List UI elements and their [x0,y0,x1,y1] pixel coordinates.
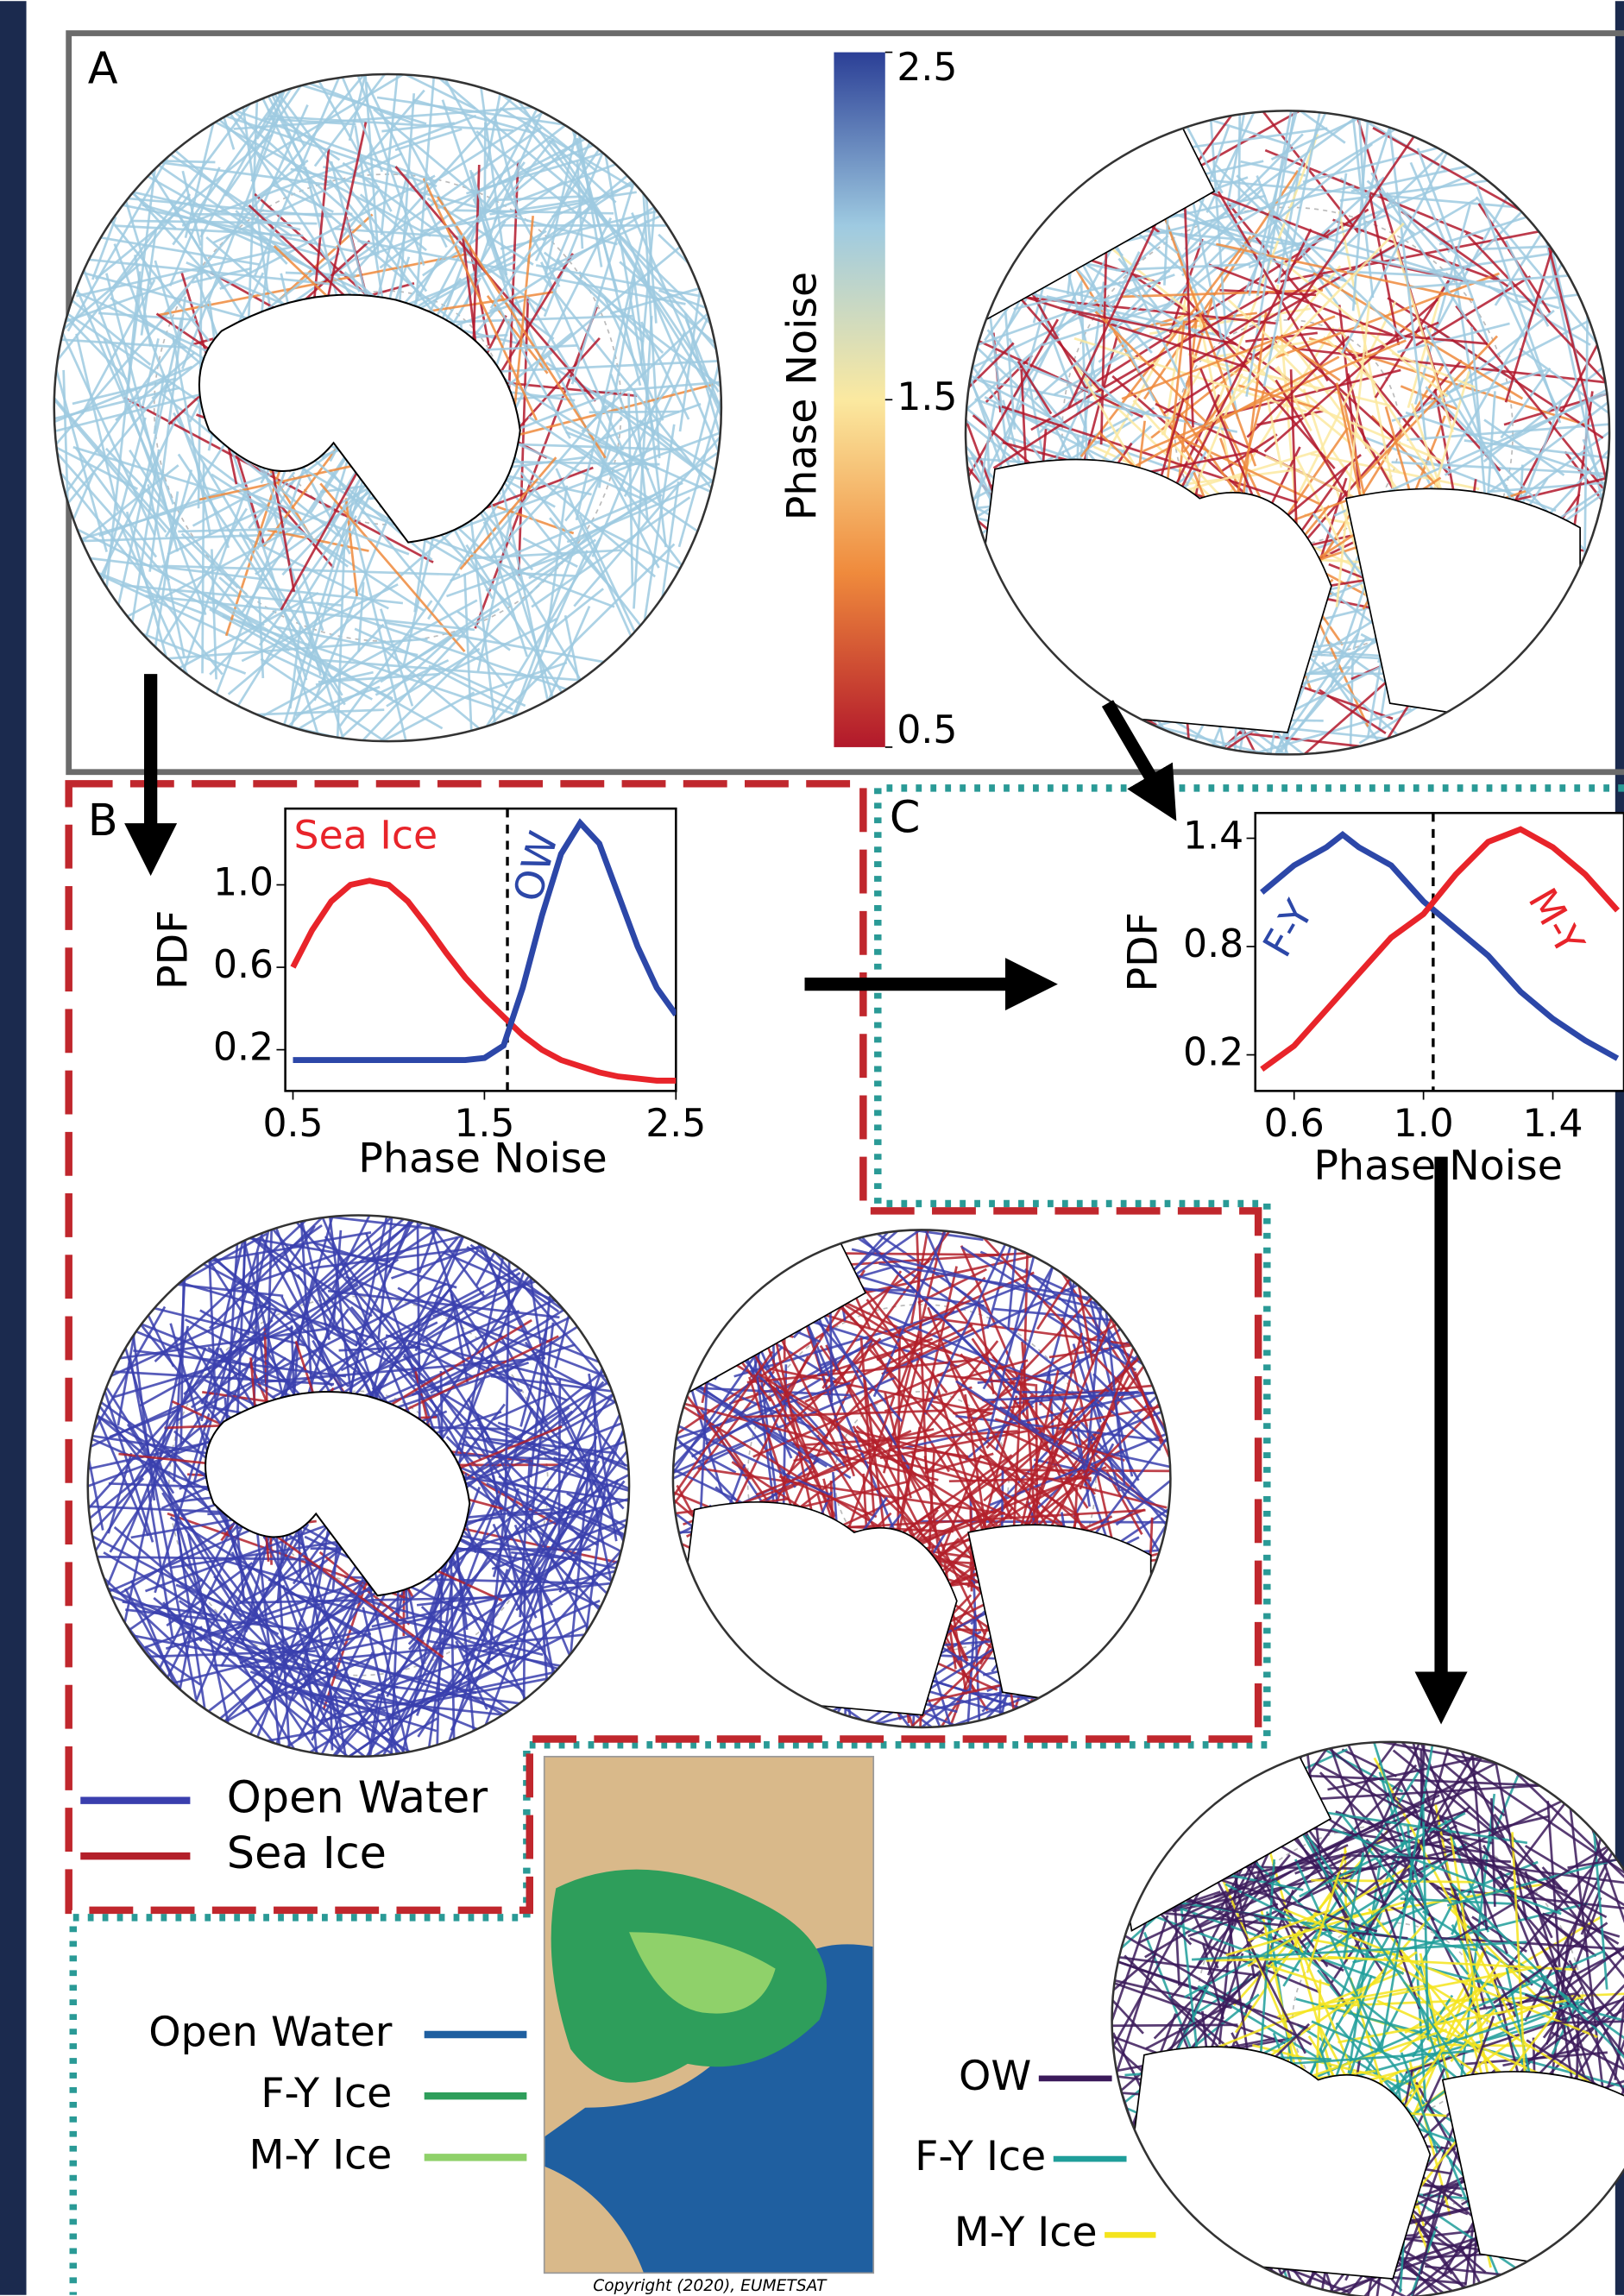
x-tick-label: 0.6 [1264,1102,1325,1146]
panel-label: B [88,795,118,846]
colorbar-label: Phase Noise [779,272,827,521]
y-tick-label: 0.8 [1183,922,1243,966]
copyright: Copyright (2020), EUMETSAT [593,2277,828,2295]
legend-label: Sea Ice [227,1827,387,1878]
x-tick-label: 2.5 [645,1102,706,1146]
colorbar [834,53,884,747]
colorbar-tick-label: 1.5 [897,375,957,419]
legend-label: OW [959,2053,1031,2100]
legend-label: F-Y Ice [261,2070,392,2117]
legend-label: M-Y Ice [954,2209,1098,2256]
track-line [1095,2025,1237,2026]
legend-label: Open Water [227,1772,488,1823]
legend-label: M-Y Ice [249,2131,393,2179]
page: {"panels":{"a":"A","b":"B","c":"C"}, "co… [0,0,1624,2296]
panel-label: A [88,43,118,94]
series-label: Sea Ice [294,813,438,859]
left-border [0,1,27,2295]
x-axis-label: Phase Noise [1313,1142,1563,1190]
y-tick-label: 0.2 [213,1026,274,1070]
x-tick-label: 1.0 [1394,1102,1454,1146]
colorbar-tick-label: 0.5 [897,708,957,752]
legend-label: F-Y Ice [915,2133,1046,2180]
y-tick-label: 0.6 [213,943,274,987]
y-axis-label: PDF [149,910,197,990]
y-axis-label: PDF [1120,912,1168,991]
track-line [559,1379,560,1546]
colorbar-tick-label: 2.5 [897,46,957,90]
x-tick-label: 0.5 [262,1102,323,1146]
y-tick-label: 1.4 [1183,815,1243,859]
legend-label: Open Water [148,2009,393,2056]
figure: A B C Phase Noise Copyright (2020), EUME… [0,0,1624,2296]
panel-label: C [890,792,921,843]
x-axis-label: Phase Noise [358,1135,607,1183]
y-tick-label: 1.0 [213,861,274,905]
x-tick-label: 1.4 [1522,1102,1583,1146]
y-tick-label: 0.2 [1183,1031,1243,1075]
